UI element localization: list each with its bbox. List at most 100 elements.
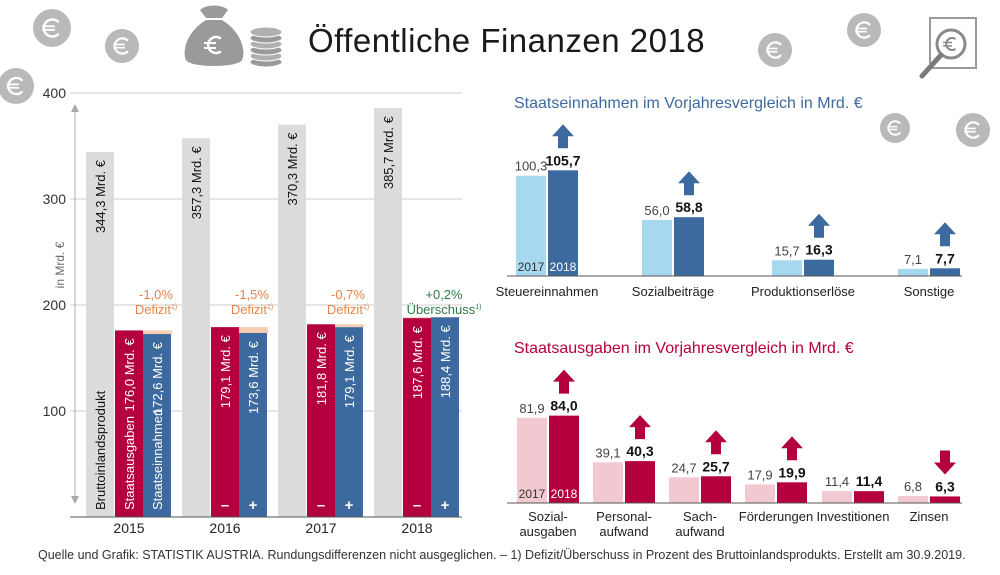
category-label: Investitionen	[817, 509, 890, 524]
euro-coin-icon	[758, 33, 792, 67]
value-label-2017: 100,3	[515, 159, 548, 174]
category-label: Sonstige	[904, 284, 955, 299]
category-label: Förderungen	[739, 509, 813, 524]
value-label-2017: 56,0	[644, 203, 669, 218]
source-note: Quelle und Grafik: STATISTIK AUSTRIA. Ru…	[38, 548, 966, 562]
euro-coin-symbol	[42, 18, 60, 38]
legend-2018-label: 2018	[551, 487, 578, 501]
value-label-2017: 17,9	[747, 467, 772, 482]
balance-footnote: 1)	[475, 304, 481, 311]
balance-pct-label: -1,0%	[139, 287, 173, 302]
bar-2017	[898, 495, 928, 503]
arrow-up-icon	[781, 436, 803, 461]
euro-coin-symbol	[7, 76, 23, 96]
arrow-up-icon	[934, 222, 956, 247]
category-label: Steuereinnahmen	[496, 284, 599, 299]
arrow-up-icon	[553, 369, 575, 394]
bar-2018	[674, 217, 704, 276]
bar-2018	[930, 496, 960, 503]
euro-coin-icon	[880, 113, 910, 143]
bar-2018	[625, 461, 655, 503]
value-label-2017: 11,4	[825, 474, 849, 489]
balance-type-label: Defizit1)	[135, 302, 177, 317]
euro-coin-disc	[0, 68, 34, 104]
revenue-value-label: 172,6 Mrd. €	[150, 341, 165, 415]
euro-coin-icon	[105, 29, 139, 63]
gdp-series-label: Bruttoinlandsprodukt	[93, 390, 108, 510]
value-label-2017: 81,9	[519, 401, 544, 416]
balance-type-label: Defizit1)	[327, 302, 369, 317]
y-axis-label: in Mrd. €	[53, 241, 67, 288]
magnifier-lens	[935, 28, 967, 60]
euro-coin-disc	[33, 9, 71, 47]
euro-coin-symbol	[964, 121, 980, 139]
value-label-2017: 15,7	[774, 243, 799, 258]
expenditure-bar	[211, 327, 239, 517]
bar-2018	[701, 476, 731, 503]
value-label-2018: 19,9	[778, 464, 805, 480]
category-label: aufwand	[675, 524, 724, 539]
value-label-2018: 25,7	[702, 458, 729, 474]
x-category-label: 2015	[113, 520, 144, 536]
expenditure-bar	[403, 318, 431, 517]
bar-2018	[930, 268, 960, 276]
page-title: Öffentliche Finanzen 2018	[308, 22, 706, 59]
balance-gap	[211, 327, 268, 333]
euro-coin-icon	[0, 68, 34, 104]
balance-footnote: 1)	[267, 304, 273, 311]
expenditure-bar	[307, 324, 335, 517]
category-label: Sach-	[683, 509, 717, 524]
y-tick-label: 400	[43, 85, 67, 101]
money-bag-euro	[206, 35, 222, 55]
y-axis-arrow-head	[71, 104, 79, 112]
value-label-2017: 39,1	[595, 445, 620, 460]
y-axis-arrow-head	[71, 496, 79, 504]
arrow-up-icon	[552, 124, 574, 149]
euro-coin-symbol	[855, 21, 871, 39]
bar-2018	[777, 482, 807, 503]
plus-sign: +	[249, 497, 258, 514]
category-label: Zinsen	[909, 509, 948, 524]
arrow-shape	[629, 415, 651, 440]
value-label-2018: 58,8	[675, 199, 702, 215]
expenditure-value-label: 176,0 Mrd. €	[122, 338, 137, 412]
minus-sign: –	[317, 497, 325, 514]
money-bag-icon	[184, 5, 244, 66]
category-label: ausgaben	[519, 524, 576, 539]
arrow-shape	[934, 450, 956, 475]
balance-pct-label: +0,2%	[425, 287, 463, 302]
minus-sign: –	[221, 497, 229, 514]
value-label-2018: 16,3	[805, 242, 832, 258]
arrow-up-icon	[705, 430, 727, 455]
coin-stack-icon	[249, 26, 283, 68]
expenditure-value-label: 179,1 Mrd. €	[218, 334, 233, 408]
revenue-bar	[143, 334, 171, 517]
revenue-value-label: 179,1 Mrd. €	[342, 334, 357, 408]
arrow-up-icon	[678, 171, 700, 196]
bar-2017	[745, 484, 775, 503]
bar-2017	[772, 260, 802, 276]
gdp-value-label: 385,7 Mrd. €	[381, 115, 396, 189]
category-label: aufwand	[599, 524, 648, 539]
balance-type-label: Defizit1)	[231, 302, 273, 317]
value-label-2018: 11,4	[856, 473, 883, 489]
arrow-up-icon	[629, 415, 651, 440]
euro-coin-symbol	[113, 37, 129, 55]
expenditure-series-label: Staatsausgaben	[122, 416, 137, 510]
minus-sign: –	[413, 497, 421, 514]
balance-gap	[115, 330, 172, 335]
bar-2017	[669, 477, 699, 503]
revenue-bar	[239, 332, 267, 517]
x-category-label: 2016	[209, 520, 240, 536]
magnifier-handle	[919, 52, 944, 79]
value-label-2018: 40,3	[626, 443, 653, 459]
value-label-2017: 24,7	[671, 460, 696, 475]
arrow-up-icon	[808, 213, 830, 238]
gdp-bar	[374, 108, 402, 518]
revenue-bar	[335, 327, 363, 517]
bar-2017	[516, 175, 546, 276]
euro-coin-disc	[956, 113, 990, 147]
gdp-bar	[86, 152, 114, 518]
